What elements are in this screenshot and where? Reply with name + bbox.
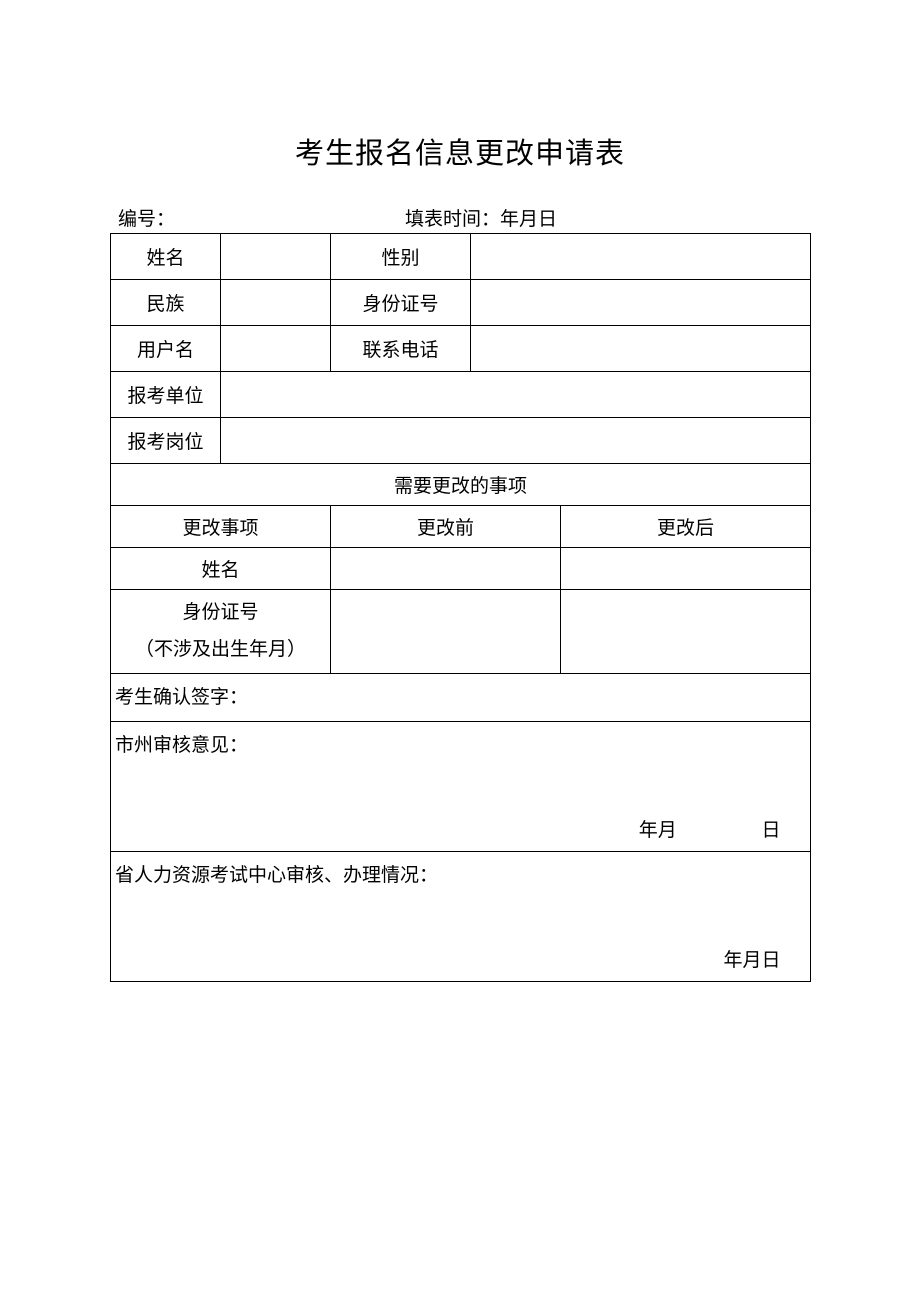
change-item-column: 更改事项 xyxy=(111,506,331,548)
candidate-signature: 考生确认签字： xyxy=(111,674,811,722)
city-date: 年月 日 xyxy=(639,815,781,842)
username-label: 用户名 xyxy=(111,326,221,372)
serial-number-label: 编号： xyxy=(118,204,175,231)
city-date-d: 日 xyxy=(762,815,781,842)
change-name-after xyxy=(561,548,811,590)
id-number-value xyxy=(471,280,811,326)
phone-label: 联系电话 xyxy=(331,326,471,372)
change-id-line1: 身份证号 xyxy=(182,602,258,623)
form-title: 考生报名信息更改申请表 xyxy=(110,130,810,172)
exam-position-value xyxy=(221,418,811,464)
ethnicity-label: 民族 xyxy=(111,280,221,326)
username-value xyxy=(221,326,331,372)
change-id-after xyxy=(561,590,811,674)
form-table: 姓名 性别 民族 身份证号 用户名 联系电话 报考单位 报考岗位 需要更改的事项 xyxy=(110,233,811,982)
change-before-column: 更改前 xyxy=(331,506,561,548)
change-section-header: 需要更改的事项 xyxy=(111,464,811,506)
gender-value xyxy=(471,234,811,280)
province-process: 省人力资源考试中心审核、办理情况： 年月日 xyxy=(111,852,811,982)
change-id-before xyxy=(331,590,561,674)
header-row: 编号： 填表时间：年月日 xyxy=(110,204,810,231)
change-after-column: 更改后 xyxy=(561,506,811,548)
ethnicity-value xyxy=(221,280,331,326)
exam-position-label: 报考岗位 xyxy=(111,418,221,464)
phone-value xyxy=(471,326,811,372)
name-value xyxy=(221,234,331,280)
change-name-before xyxy=(331,548,561,590)
city-opinion-label: 市州审核意见： xyxy=(115,735,248,756)
change-id-line2: （不涉及出生年月） xyxy=(135,639,306,660)
gender-label: 性别 xyxy=(331,234,471,280)
province-date: 年月日 xyxy=(724,945,781,972)
exam-unit-value xyxy=(221,372,811,418)
change-id-item: 身份证号 （不涉及出生年月） xyxy=(111,590,331,674)
city-date-ym: 年月 xyxy=(639,815,677,842)
name-label: 姓名 xyxy=(111,234,221,280)
fill-time-label: 填表时间：年月日 xyxy=(405,204,557,231)
exam-unit-label: 报考单位 xyxy=(111,372,221,418)
city-opinion: 市州审核意见： 年月 日 xyxy=(111,722,811,852)
province-process-label: 省人力资源考试中心审核、办理情况： xyxy=(115,865,438,886)
id-number-label: 身份证号 xyxy=(331,280,471,326)
change-name-item: 姓名 xyxy=(111,548,331,590)
